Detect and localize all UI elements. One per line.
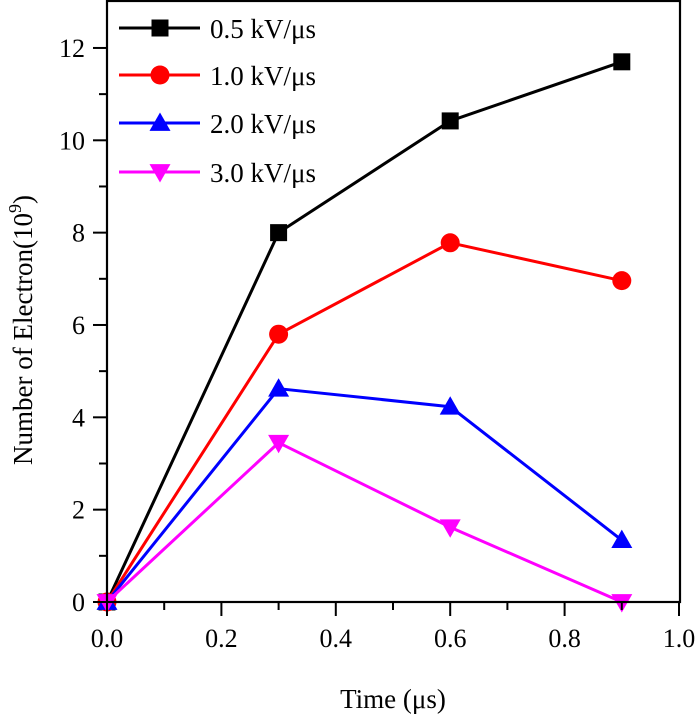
plot-frame	[105, 0, 682, 604]
legend-item: 3.0 kV/μs	[119, 158, 316, 188]
legend-marker	[151, 19, 169, 37]
legend-label: 2.0 kV/μs	[210, 109, 316, 139]
legend-item: 0.5 kV/μs	[119, 14, 316, 44]
x-axis: 0.0 0.2 0.4 0.6 0.8 1.0	[91, 602, 696, 653]
x-tick-label: 0.8	[548, 624, 581, 653]
y-axis-title-main: Number of Electron(10	[8, 213, 38, 465]
data-point-marker	[613, 53, 631, 71]
series-1	[97, 233, 632, 612]
y-axis-title-exponent: 9	[5, 204, 25, 213]
legend-label: 3.0 kV/μs	[210, 158, 316, 188]
data-point-marker	[439, 396, 461, 415]
y-tick-label: 12	[59, 34, 85, 63]
series-line	[105, 60, 623, 603]
y-tick-label: 4	[72, 403, 85, 432]
data-point-marker	[441, 112, 459, 130]
legend-marker	[150, 65, 170, 85]
legend-label: 0.5 kV/μs	[210, 14, 316, 44]
y-tick-label: 6	[72, 311, 85, 340]
y-tick-label: 10	[59, 126, 85, 155]
y-axis-title: Number of Electron(109)	[5, 195, 38, 465]
series-line	[105, 241, 623, 603]
y-axis: 0 2 4 6 8 10 12	[59, 34, 107, 617]
x-tick-label: 1.0	[663, 624, 696, 653]
series-3	[96, 434, 633, 613]
series-line	[105, 441, 623, 604]
data-point-marker	[439, 519, 461, 538]
legend-marker	[149, 112, 171, 131]
x-tick-label: 0.6	[434, 624, 467, 653]
legend: 0.5 kV/μs 1.0 kV/μs 2.0 kV/μs 3.0 kV/μs	[119, 14, 316, 188]
y-tick-label: 8	[72, 219, 85, 248]
x-tick-label: 0.4	[320, 624, 353, 653]
x-axis-title: Time (μs)	[340, 684, 446, 714]
data-point-marker	[270, 224, 288, 242]
y-tick-label: 2	[72, 496, 85, 525]
data-point-marker	[268, 378, 290, 397]
legend-marker	[149, 164, 171, 183]
data-point-marker	[611, 529, 633, 549]
series-line	[105, 387, 623, 603]
data-point-marker	[440, 233, 460, 253]
series-0	[98, 53, 631, 611]
x-tick-label: 0.0	[91, 624, 124, 653]
data-point-marker	[612, 271, 632, 291]
data-point-marker	[269, 324, 289, 344]
legend-item: 2.0 kV/μs	[119, 109, 316, 139]
series-layer	[96, 53, 633, 613]
data-point-marker	[268, 434, 290, 454]
legend-label: 1.0 kV/μs	[210, 61, 316, 91]
y-tick-label: 0	[72, 588, 85, 617]
legend-item: 1.0 kV/μs	[119, 61, 316, 91]
x-tick-label: 0.2	[205, 624, 238, 653]
y-axis-title-close: )	[8, 195, 38, 204]
